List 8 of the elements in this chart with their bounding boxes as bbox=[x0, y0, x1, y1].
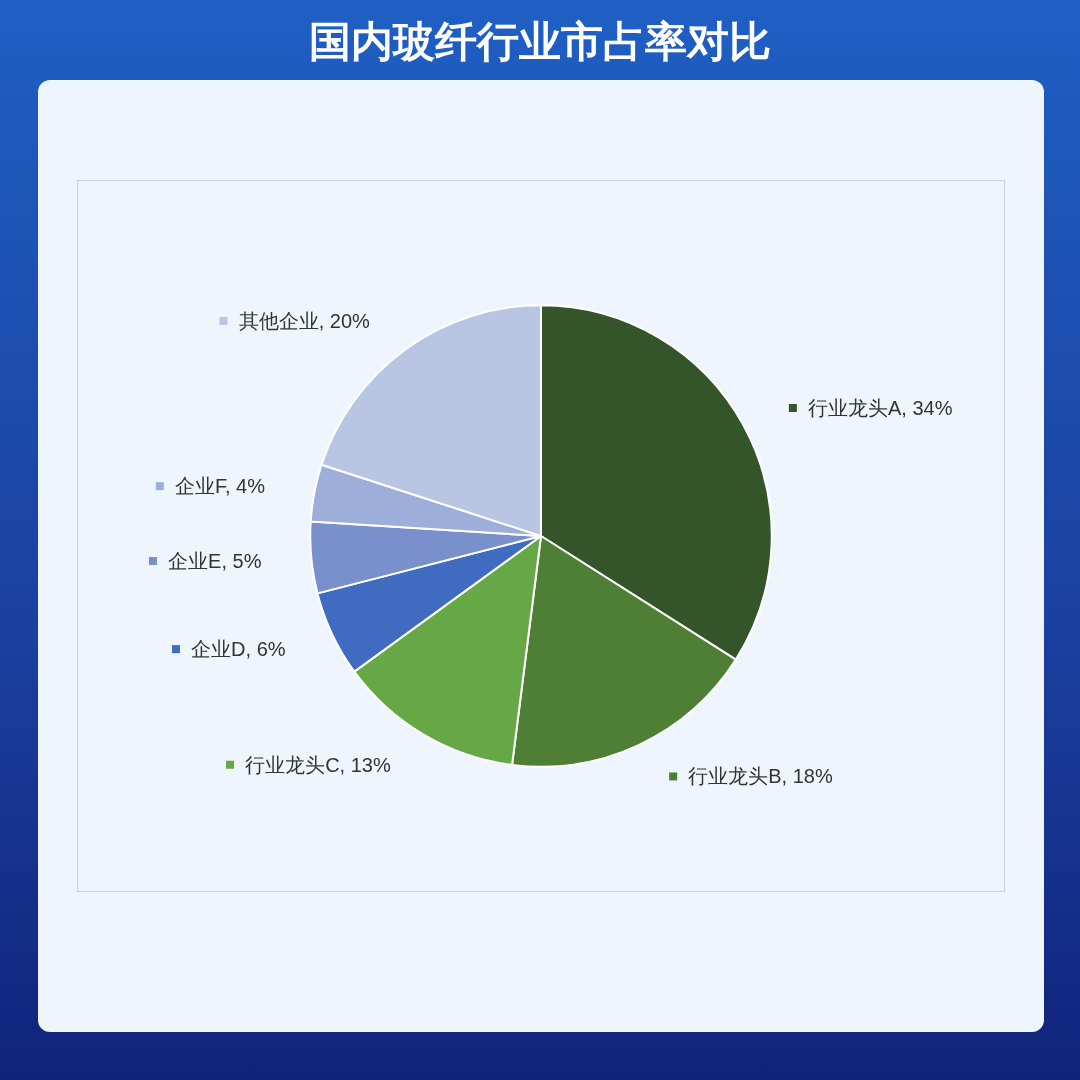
legend-label: 企业F, 4% bbox=[174, 475, 266, 498]
legend-label: 其他企业, 20% bbox=[238, 310, 370, 332]
legend-label: 企业E, 5% bbox=[168, 550, 262, 573]
chart-title: 国内玻纤行业市占率对比 bbox=[308, 16, 772, 68]
legend-label: 行业龙头B, 18% bbox=[688, 765, 833, 788]
legend-label: 行业龙头C, 13% bbox=[245, 753, 391, 776]
legend-label: 行业龙头A, 34% bbox=[807, 396, 953, 419]
legend-label: 企业D, 6% bbox=[191, 638, 286, 661]
